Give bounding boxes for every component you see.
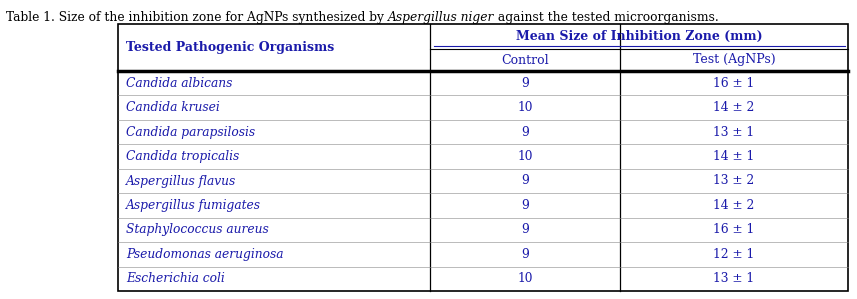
Text: 10: 10 <box>518 150 533 163</box>
Text: Candida krusei: Candida krusei <box>126 101 219 114</box>
Text: 9: 9 <box>521 175 529 187</box>
Text: 10: 10 <box>518 272 533 285</box>
Text: Staphylococcus aureus: Staphylococcus aureus <box>126 223 269 237</box>
Text: Aspergillus niger: Aspergillus niger <box>387 11 494 24</box>
Text: Escherichia coli: Escherichia coli <box>126 272 225 285</box>
Text: Candida tropicalis: Candida tropicalis <box>126 150 239 163</box>
Text: Tested Pathogenic Organisms: Tested Pathogenic Organisms <box>126 41 334 54</box>
Text: Table 1. Size of the inhibition zone for AgNPs synthesized by: Table 1. Size of the inhibition zone for… <box>6 11 387 24</box>
Text: Mean Size of Inhibition Zone (mm): Mean Size of Inhibition Zone (mm) <box>516 30 763 43</box>
Text: 13 ± 2: 13 ± 2 <box>713 175 755 187</box>
Bar <box>118 24 848 291</box>
Text: 9: 9 <box>521 126 529 139</box>
Text: 14 ± 2: 14 ± 2 <box>713 199 755 212</box>
Text: 14 ± 1: 14 ± 1 <box>713 150 755 163</box>
Text: 16 ± 1: 16 ± 1 <box>713 77 755 90</box>
Text: 9: 9 <box>521 77 529 90</box>
Text: 12 ± 1: 12 ± 1 <box>713 248 755 261</box>
Text: 10: 10 <box>518 101 533 114</box>
Text: 9: 9 <box>521 248 529 261</box>
Text: Control: Control <box>501 54 548 66</box>
Text: Aspergillus fumigates: Aspergillus fumigates <box>126 199 261 212</box>
Text: Test (AgNPs): Test (AgNPs) <box>692 54 776 66</box>
Text: 9: 9 <box>521 223 529 237</box>
Text: 16 ± 1: 16 ± 1 <box>713 223 755 237</box>
Text: Candida albicans: Candida albicans <box>126 77 232 90</box>
Text: 14 ± 2: 14 ± 2 <box>713 101 755 114</box>
Text: 9: 9 <box>521 199 529 212</box>
Text: 13 ± 1: 13 ± 1 <box>713 272 754 285</box>
Text: against the tested microorganisms.: against the tested microorganisms. <box>494 11 719 24</box>
Text: Candida parapsilosis: Candida parapsilosis <box>126 126 255 139</box>
Text: Aspergillus flavus: Aspergillus flavus <box>126 175 237 187</box>
Text: 13 ± 1: 13 ± 1 <box>713 126 754 139</box>
Text: Pseudomonas aeruginosa: Pseudomonas aeruginosa <box>126 248 284 261</box>
